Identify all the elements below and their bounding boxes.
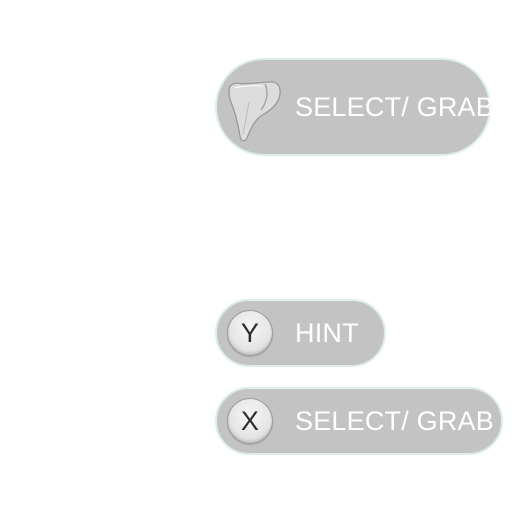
x-button-icon: X bbox=[227, 398, 273, 444]
trigger-select-grab-prompt: SELECT/ GRAB bbox=[215, 58, 494, 156]
trigger-prompt-label: SELECT/ GRAB bbox=[295, 92, 494, 122]
select-prompt-label: SELECT/ GRAB bbox=[295, 406, 494, 436]
trigger-button-icon bbox=[228, 81, 281, 142]
y-button-icon: Y bbox=[227, 310, 273, 356]
hint-prompt-label: HINT bbox=[295, 318, 359, 348]
y-hint-prompt: Y HINT bbox=[215, 299, 386, 367]
x-select-grab-prompt: X SELECT/ GRAB bbox=[215, 387, 503, 455]
